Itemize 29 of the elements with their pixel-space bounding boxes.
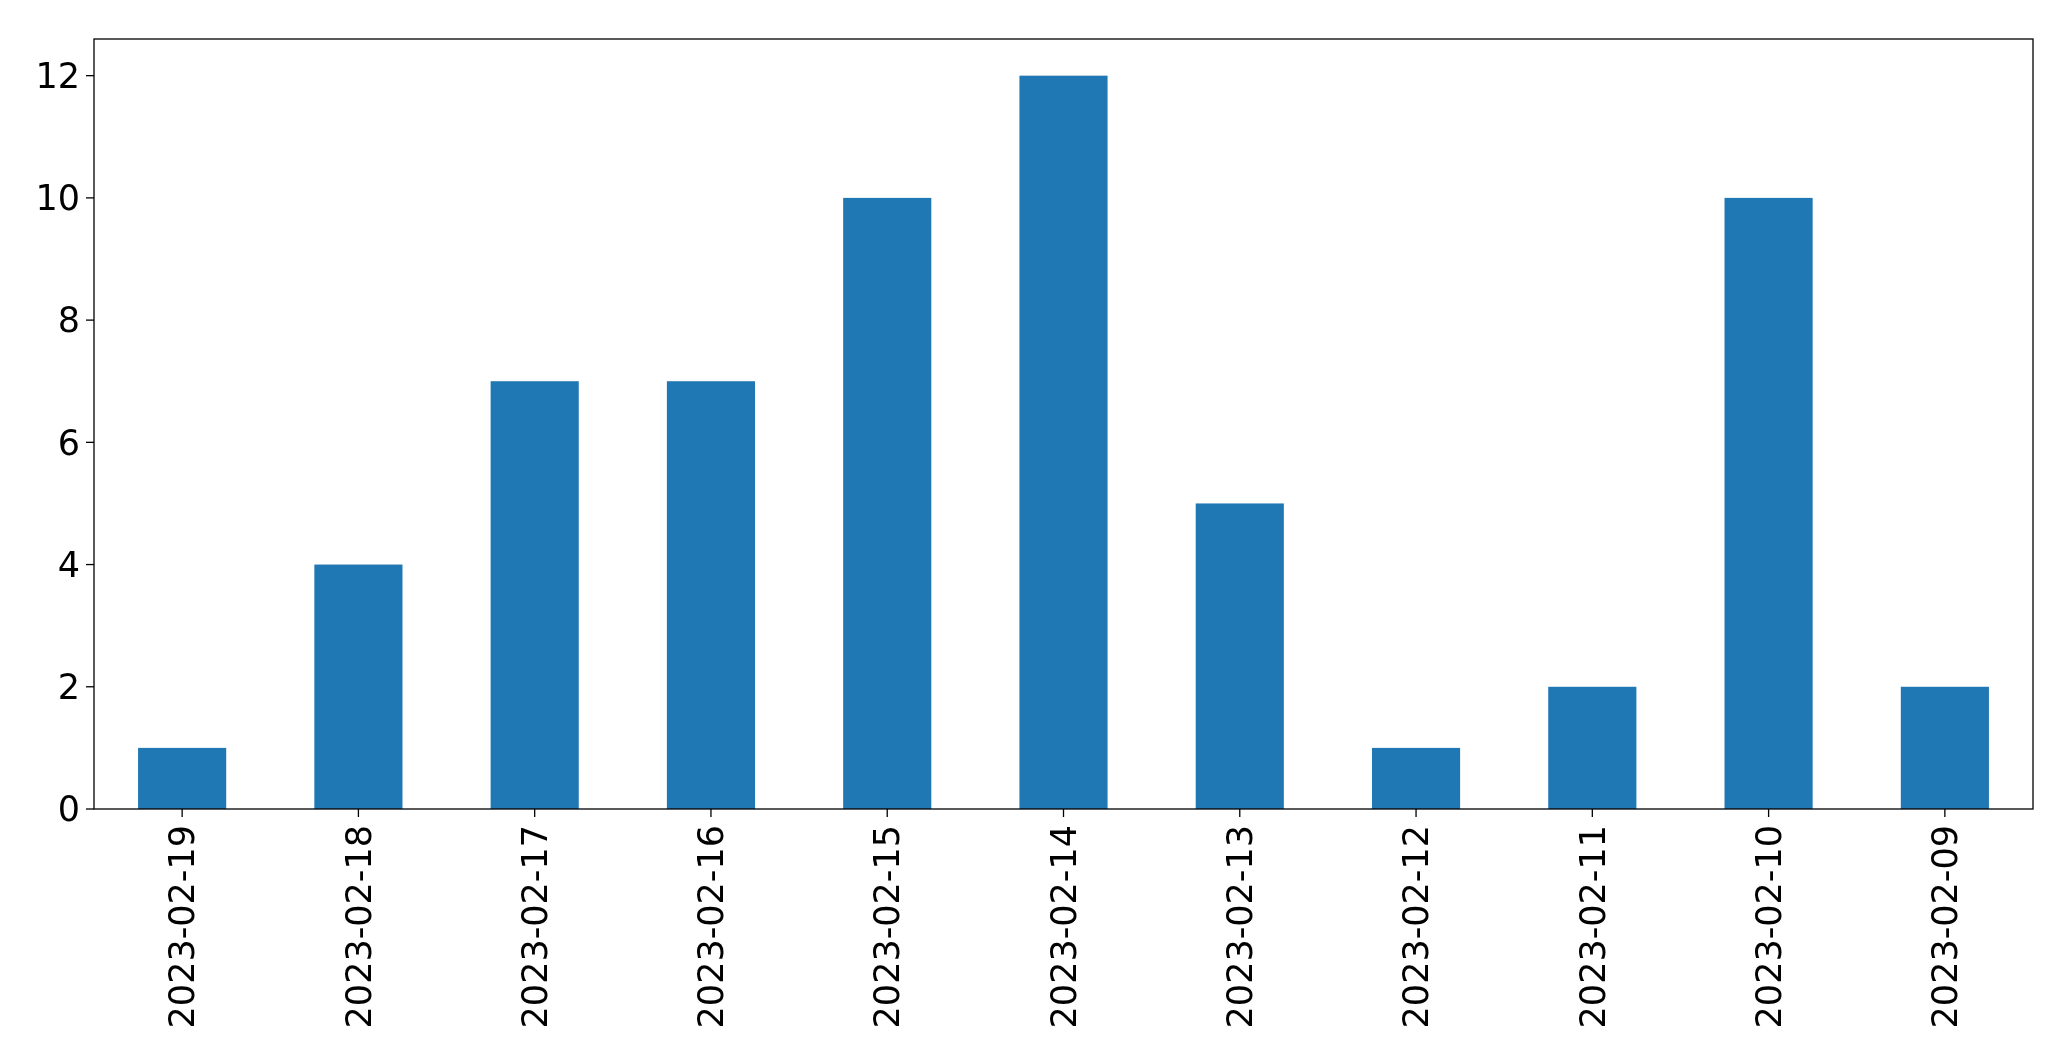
x-tick-label: 2023-02-13 [1220,825,1261,1029]
y-tick-label: 2 [57,667,80,708]
bar [1548,686,1637,809]
x-tick-label: 2023-02-09 [1925,825,1966,1029]
y-tick-label: 6 [57,422,80,463]
y-tick-label: 8 [57,300,80,341]
y-tick-label: 10 [35,178,80,219]
bar [490,381,579,809]
bar [138,747,227,809]
y-tick-label: 4 [57,544,80,585]
x-tick-label: 2023-02-11 [1572,825,1613,1029]
x-tick-label: 2023-02-15 [867,825,908,1029]
x-tick-label: 2023-02-14 [1043,825,1084,1029]
bar [314,564,403,809]
x-tick-label: 2023-02-17 [514,825,555,1029]
x-tick-label: 2023-02-10 [1748,825,1789,1029]
y-tick-label: 12 [35,55,80,96]
x-tick-label: 2023-02-16 [691,825,732,1029]
x-tick-label: 2023-02-12 [1396,825,1437,1029]
y-tick-label: 0 [57,789,80,830]
bar [843,197,932,809]
bar [1724,197,1813,809]
bar [1195,503,1284,809]
bar [1900,686,1989,809]
bar [666,381,756,809]
x-tick-label: 2023-02-18 [338,825,379,1029]
x-tick-label: 2023-02-19 [162,825,203,1029]
bar [1019,75,1108,809]
bar [1371,747,1461,809]
